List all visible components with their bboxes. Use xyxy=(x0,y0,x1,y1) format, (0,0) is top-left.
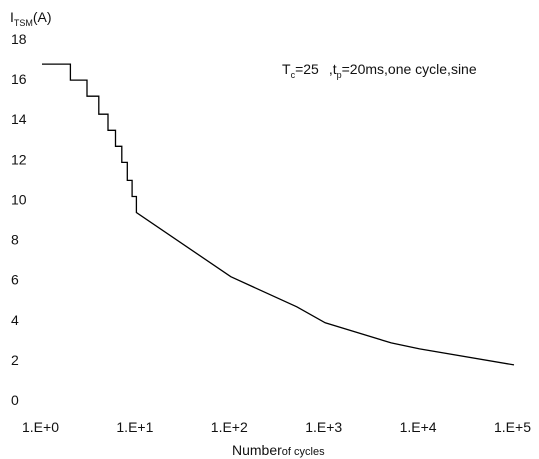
series-line-0 xyxy=(42,63,515,366)
y-axis-label-main: I xyxy=(10,9,14,25)
x-axis-label-main: Number xyxy=(232,442,282,458)
x-tick-labels: 1.E+0 1.E+1 1.E+2 1.E+3 1.E+4 1.E+5 xyxy=(22,419,531,435)
annotation-tp-prefix: ,t xyxy=(329,61,337,77)
y-tick-label: 2 xyxy=(11,352,19,368)
y-tick-label: 10 xyxy=(11,191,27,207)
y-tick-label: 12 xyxy=(11,151,27,167)
y-tick-label: 18 xyxy=(11,31,27,47)
x-tick-label: 1.E+0 xyxy=(22,419,59,435)
chart-annotation: Tc=25 ,tp=20ms,one cycle,sine xyxy=(282,61,477,80)
annotation-tp-value: =20ms,one cycle,sine xyxy=(342,61,477,77)
y-axis-label: ITSM(A) xyxy=(10,9,52,28)
y-tick-label: 16 xyxy=(11,71,27,87)
x-tick-label: 1.E+3 xyxy=(305,419,342,435)
y-tick-label: 6 xyxy=(11,272,19,288)
y-tick-label: 4 xyxy=(11,312,19,328)
annotation-tc-sub: c xyxy=(291,70,296,80)
x-tick-label: 1.E+1 xyxy=(116,419,153,435)
annotation-tp-sub: p xyxy=(337,70,342,80)
y-tick-label: 0 xyxy=(11,392,19,408)
x-tick-label: 1.E+2 xyxy=(211,419,248,435)
annotation-tc-main: T xyxy=(282,61,291,77)
x-tick-label: 1.E+4 xyxy=(400,419,437,435)
x-tick-label: 1.E+5 xyxy=(494,419,531,435)
annotation-tc-value: =25 xyxy=(295,61,319,77)
x-axis-label-small: of cycles xyxy=(282,446,325,458)
x-axis-label: Numberof cycles xyxy=(232,442,325,458)
plot-area xyxy=(42,63,515,366)
y-tick-label: 14 xyxy=(11,111,27,127)
y-tick-labels: 0 2 4 6 8 10 12 14 16 18 xyxy=(11,31,27,408)
y-axis-label-sub: TSM xyxy=(14,18,33,28)
y-axis-label-unit: (A) xyxy=(33,9,52,25)
y-tick-label: 8 xyxy=(11,232,19,248)
